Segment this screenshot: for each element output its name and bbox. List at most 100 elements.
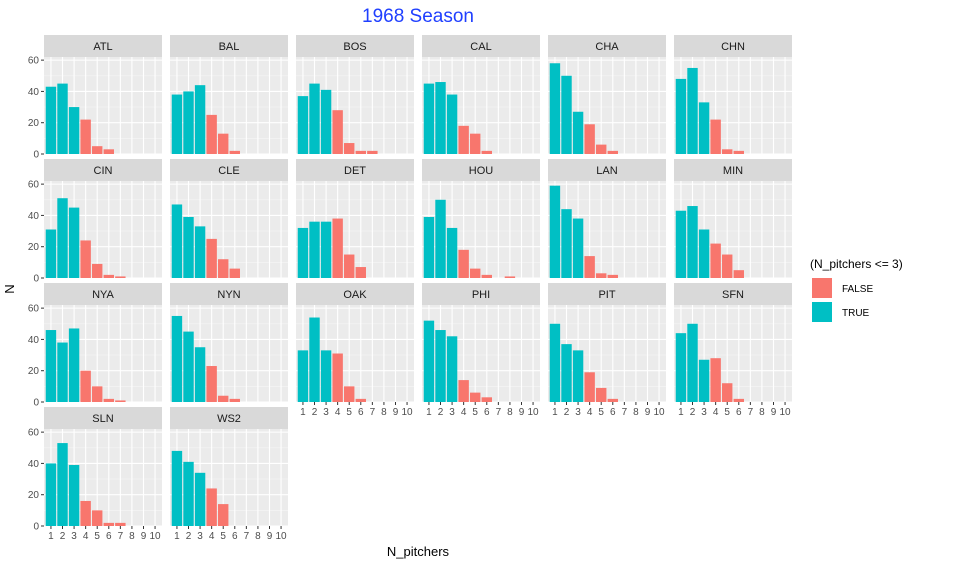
bar bbox=[344, 254, 355, 278]
x-tick-label: 8 bbox=[381, 407, 387, 418]
y-tick-label: 0 bbox=[33, 522, 39, 533]
bar bbox=[549, 185, 561, 278]
bar bbox=[435, 199, 446, 278]
y-tick-label: 0 bbox=[33, 274, 39, 285]
facet-strip-label: CIN bbox=[94, 165, 113, 177]
bar bbox=[194, 226, 206, 278]
facet-strip bbox=[674, 159, 792, 181]
facet-strip bbox=[296, 159, 414, 181]
facet-strip-label: ATL bbox=[93, 41, 112, 53]
x-tick-label: 10 bbox=[653, 407, 665, 418]
bar bbox=[722, 149, 733, 154]
bar bbox=[722, 383, 733, 402]
bar bbox=[561, 209, 572, 278]
bar bbox=[423, 216, 435, 278]
facet-strip bbox=[422, 283, 540, 305]
bar bbox=[80, 240, 91, 278]
x-tick-label: 2 bbox=[312, 407, 318, 418]
bar bbox=[297, 350, 309, 402]
bar bbox=[218, 504, 229, 526]
bar bbox=[103, 522, 114, 526]
bar bbox=[596, 273, 607, 278]
facet-strip-label: WS2 bbox=[217, 413, 241, 425]
bar bbox=[171, 450, 183, 526]
facet-strip bbox=[674, 35, 792, 57]
legend-title: (N_pitchers <= 3) bbox=[810, 257, 903, 271]
x-tick-label: 3 bbox=[701, 407, 707, 418]
bar bbox=[607, 398, 618, 402]
bar bbox=[332, 110, 343, 154]
y-tick-label: 20 bbox=[28, 118, 40, 129]
bar bbox=[92, 386, 103, 402]
bar bbox=[218, 395, 229, 402]
bar bbox=[733, 150, 744, 154]
bar bbox=[446, 94, 458, 154]
x-axis-title: N_pitchers bbox=[387, 544, 450, 559]
x-tick-label: 5 bbox=[472, 407, 478, 418]
bar bbox=[549, 323, 561, 402]
facet-strip-label: BOS bbox=[343, 41, 366, 53]
x-tick-label: 8 bbox=[255, 531, 261, 542]
facet-strip-label: PIT bbox=[598, 289, 615, 301]
facet-strip-label: NYN bbox=[217, 289, 240, 301]
x-tick-label: 9 bbox=[519, 407, 525, 418]
facet-strip-label: CAL bbox=[470, 41, 491, 53]
x-tick-label: 10 bbox=[275, 531, 287, 542]
x-tick-label: 1 bbox=[552, 407, 558, 418]
facet-sln: SLN 0 20 40 60 1 2 3 4 5 6 7 8 9 10 bbox=[28, 407, 162, 542]
x-tick-label: 1 bbox=[48, 531, 54, 542]
x-tick-label: 10 bbox=[149, 531, 161, 542]
bar bbox=[458, 125, 469, 154]
bar bbox=[194, 85, 206, 154]
x-tick-label: 3 bbox=[575, 407, 581, 418]
bar bbox=[549, 63, 561, 154]
bar bbox=[183, 91, 194, 154]
x-tick-label: 10 bbox=[527, 407, 539, 418]
bar bbox=[423, 320, 435, 402]
bar bbox=[68, 107, 80, 154]
x-tick-label: 6 bbox=[610, 407, 616, 418]
bar bbox=[183, 331, 194, 402]
facet-strip bbox=[422, 159, 540, 181]
legend-label-true: TRUE bbox=[842, 308, 870, 319]
facet-bos: BOS bbox=[296, 35, 414, 155]
bar bbox=[115, 276, 126, 278]
facet-strip-label: SFN bbox=[722, 289, 744, 301]
bar bbox=[229, 150, 240, 154]
bar bbox=[435, 82, 446, 154]
x-tick-label: 9 bbox=[645, 407, 651, 418]
facet-oak: OAK 1 2 3 4 5 6 7 8 9 10 bbox=[296, 283, 414, 418]
x-tick-label: 2 bbox=[60, 531, 66, 542]
bar bbox=[309, 317, 320, 402]
x-tick-label: 4 bbox=[83, 531, 89, 542]
y-tick-label: 40 bbox=[28, 87, 40, 98]
bar bbox=[332, 353, 343, 402]
x-tick-label: 8 bbox=[759, 407, 765, 418]
facet-strip bbox=[170, 35, 288, 57]
bar bbox=[710, 358, 721, 402]
bar bbox=[423, 83, 435, 154]
x-tick-label: 4 bbox=[713, 407, 719, 418]
facet-det: DET bbox=[296, 159, 414, 279]
bar bbox=[57, 83, 68, 154]
y-tick-label: 60 bbox=[28, 180, 40, 191]
x-tick-label: 4 bbox=[461, 407, 467, 418]
x-tick-label: 7 bbox=[244, 531, 250, 542]
y-tick-label: 40 bbox=[28, 335, 40, 346]
bar bbox=[698, 359, 710, 402]
facet-strip bbox=[170, 283, 288, 305]
bar bbox=[698, 229, 710, 278]
bar bbox=[206, 238, 217, 278]
bar bbox=[355, 150, 366, 154]
facet-strip-label: CLE bbox=[218, 165, 239, 177]
bar bbox=[572, 350, 584, 402]
y-tick-label: 20 bbox=[28, 490, 40, 501]
facet-nya: NYA 0 20 40 60 bbox=[28, 283, 162, 409]
facet-strip-label: SLN bbox=[92, 413, 113, 425]
x-tick-label: 9 bbox=[267, 531, 273, 542]
facet-strip bbox=[44, 283, 162, 305]
y-axis-title: N bbox=[2, 284, 17, 293]
facet-strip-label: LAN bbox=[596, 165, 617, 177]
